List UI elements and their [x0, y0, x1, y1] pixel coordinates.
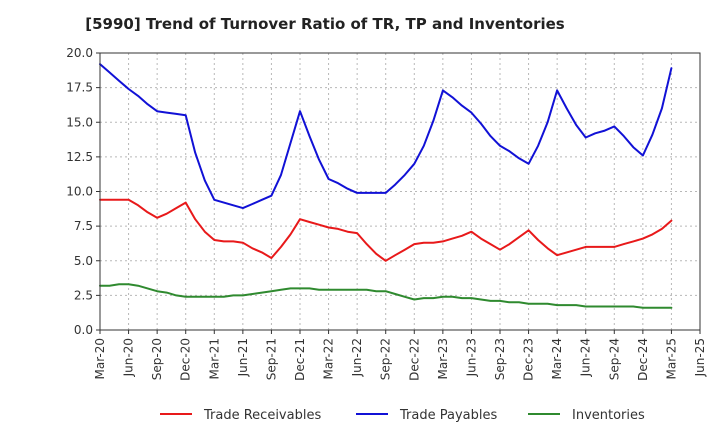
chart-title: [5990] Trend of Turnover Ratio of TR, TP…	[85, 15, 565, 33]
x-tick-label: Sep-22	[379, 338, 393, 380]
y-axis-ticks: 0.0 2.5 5.0 7.5 10.0 12.5 15.0 17.5 20.0	[66, 46, 100, 337]
series-lines	[99, 63, 673, 309]
series-line-trade-receivables	[99, 198, 673, 262]
x-tick-label: Jun-22	[350, 338, 364, 377]
y-tick-label: 12.5	[66, 150, 93, 164]
x-tick-label: Sep-24	[607, 338, 621, 380]
legend: Trade Receivables Trade Payables Inventori…	[160, 408, 645, 423]
x-tick-label: Jun-21	[236, 338, 250, 377]
y-tick-label: 20.0	[66, 46, 93, 60]
y-tick-label: 15.0	[66, 115, 93, 129]
legend-label: Inventories	[572, 408, 645, 423]
x-tick-label: Dec-24	[636, 338, 650, 381]
x-axis-ticks: Mar-20 Jun-20 Sep-20 Dec-20 Mar-21 Jun-21 Sep-…	[93, 330, 707, 381]
y-tick-label: 17.5	[66, 81, 93, 95]
gridlines	[100, 53, 700, 330]
x-tick-label: Jun-20	[122, 338, 136, 377]
x-tick-label: Mar-24	[550, 338, 564, 379]
x-tick-label: Sep-23	[493, 338, 507, 380]
x-tick-label: Dec-21	[293, 338, 307, 381]
x-tick-label: Dec-22	[407, 338, 421, 381]
x-tick-label: Jun-25	[693, 338, 707, 377]
x-tick-label: Dec-20	[179, 338, 193, 381]
x-tick-label: Jun-23	[464, 338, 478, 377]
x-tick-label: Dec-23	[522, 338, 536, 381]
x-tick-label: Mar-23	[436, 338, 450, 379]
x-tick-label: Mar-20	[93, 338, 107, 379]
x-tick-label: Sep-20	[150, 338, 164, 380]
series-line-trade-payables	[99, 63, 673, 210]
x-tick-label: Sep-21	[264, 338, 278, 380]
y-tick-label: 5.0	[74, 254, 93, 268]
x-tick-label: Mar-22	[322, 338, 336, 379]
y-tick-label: 0.0	[74, 323, 93, 337]
x-tick-label: Jun-24	[579, 338, 593, 377]
x-tick-label: Mar-25	[664, 338, 678, 379]
series-line-inventories	[99, 283, 673, 309]
y-tick-label: 10.0	[66, 185, 93, 199]
x-tick-label: Mar-21	[207, 338, 221, 379]
legend-label: Trade Receivables	[203, 408, 321, 423]
y-tick-label: 7.5	[74, 219, 93, 233]
legend-label: Trade Payables	[399, 408, 497, 423]
y-tick-label: 2.5	[74, 288, 93, 302]
